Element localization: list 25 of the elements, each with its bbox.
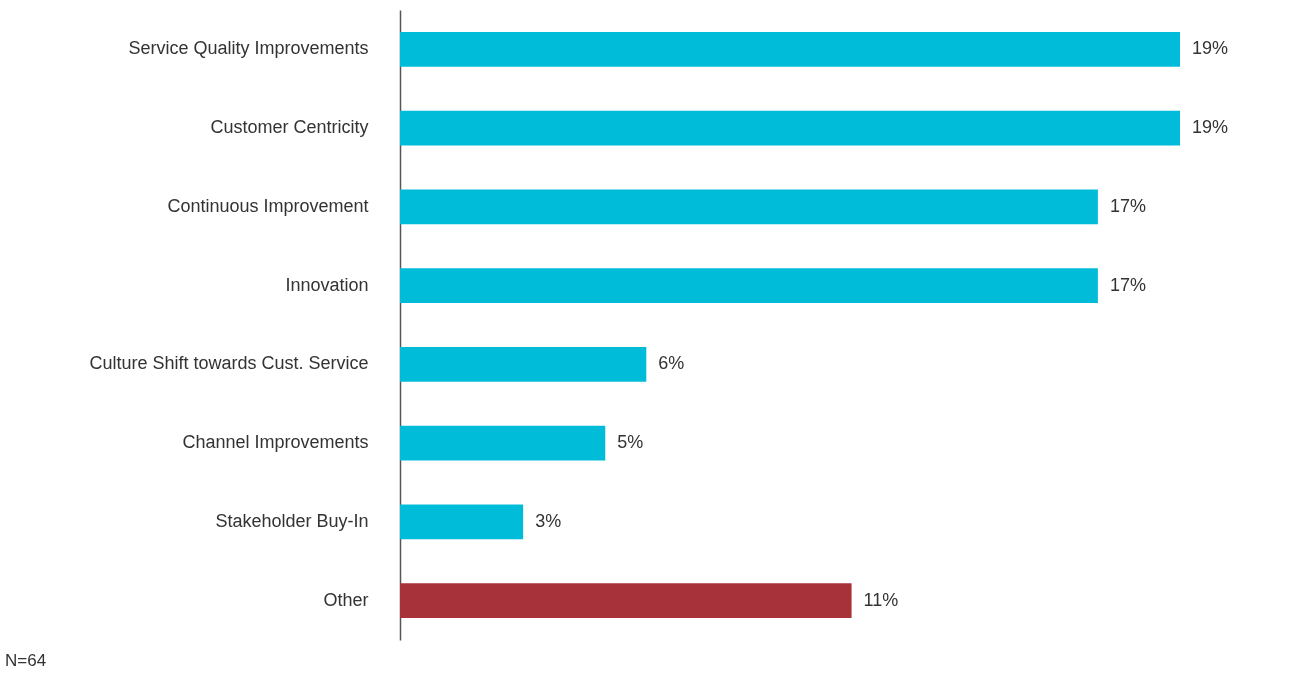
y-tick-label: Customer Centricity <box>210 117 369 138</box>
bar <box>400 268 1098 303</box>
y-tick-label: Service Quality Improvements <box>128 38 369 59</box>
data-label: 17% <box>1109 195 1146 216</box>
data-label: 3% <box>535 510 562 531</box>
data-label: 6% <box>658 353 685 374</box>
data-label: 11% <box>863 589 899 610</box>
y-tick-label: Continuous Improvement <box>167 195 369 216</box>
y-tick-label: Innovation <box>285 274 369 295</box>
text: N=64 <box>5 651 47 670</box>
data-label: 19% <box>1192 117 1229 138</box>
data-label: 17% <box>1109 274 1146 295</box>
bar <box>400 32 1180 67</box>
y-tick-label: Channel Improvements <box>182 432 369 453</box>
bar <box>400 189 1098 225</box>
data-label: 5% <box>617 432 644 453</box>
bar <box>400 347 647 382</box>
y-tick-label: Culture Shift towards Cust. Service <box>89 353 369 374</box>
data-label: 19% <box>1192 38 1229 59</box>
bar <box>400 583 852 618</box>
bar <box>400 110 1180 146</box>
y-tick-label: Other <box>323 589 369 610</box>
y-tick-label: Stakeholder Buy-In <box>215 510 369 531</box>
bar <box>400 425 606 461</box>
bar <box>400 504 524 540</box>
